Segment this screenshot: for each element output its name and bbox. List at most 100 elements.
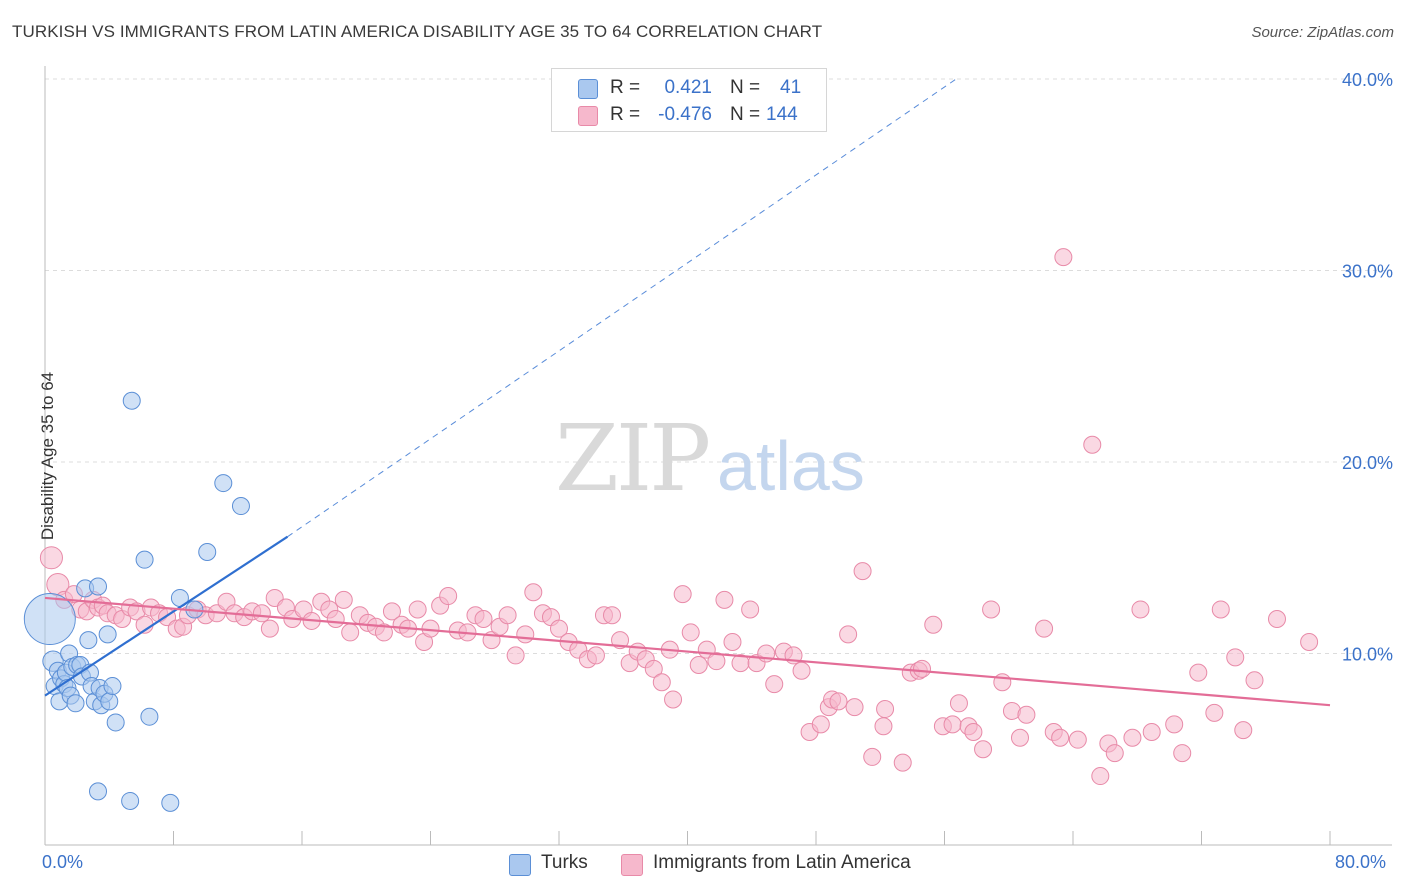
latin-point xyxy=(382,602,401,621)
turks-point xyxy=(89,577,108,596)
watermark: ZIP atlas xyxy=(555,405,865,512)
latin-point xyxy=(1105,744,1124,763)
legend-swatch-turks xyxy=(509,854,531,876)
axes xyxy=(44,66,1392,846)
turks-point xyxy=(89,782,108,801)
latin-point xyxy=(673,585,692,604)
latin-point xyxy=(439,587,458,606)
latin-point xyxy=(1234,721,1253,740)
watermark-zip: ZIP xyxy=(555,405,708,512)
turks-point xyxy=(135,550,154,569)
latin-point xyxy=(943,715,962,734)
latin-point xyxy=(913,659,932,678)
correlation-legend: R = 0.421 N = 41 R = -0.476 N = 144 xyxy=(551,68,827,132)
y-tick-labels: 40.0% 30.0% 20.0% 10.0% xyxy=(1342,70,1393,665)
latin-point xyxy=(474,610,493,629)
turks-trend-extension xyxy=(287,76,960,538)
legend-label-latin: Immigrants from Latin America xyxy=(653,852,911,873)
turks-point xyxy=(66,694,85,713)
turks-point xyxy=(122,391,141,410)
latin-point xyxy=(1205,703,1224,722)
turks-point xyxy=(161,793,180,812)
legend-row-turks: R = 0.421 N = 41 xyxy=(552,75,826,101)
turks-point xyxy=(140,707,159,726)
latin-point xyxy=(1226,648,1245,667)
latin-point xyxy=(1123,728,1142,747)
latin-point xyxy=(876,700,895,719)
latin-point xyxy=(1051,728,1070,747)
latin-point xyxy=(1300,633,1319,652)
legend-r-value: 0.421 xyxy=(664,77,712,98)
turks-trend-line xyxy=(44,535,289,697)
x-min-label: 0.0% xyxy=(42,852,84,872)
latin-point xyxy=(1173,744,1192,763)
legend-r-label: R = xyxy=(610,77,641,98)
legend-n-label: N = xyxy=(730,77,761,98)
latin-trend-line xyxy=(44,596,1331,707)
turks-point xyxy=(23,593,76,646)
legend-n-label: N = xyxy=(730,104,761,125)
latin-point xyxy=(1054,248,1073,267)
gridlines xyxy=(45,78,1392,654)
latin-point xyxy=(964,723,983,742)
turks-point xyxy=(98,625,117,644)
watermark-atlas: atlas xyxy=(717,427,865,505)
latin-point xyxy=(792,661,811,680)
latin-point xyxy=(664,690,683,709)
legend-swatch-latin xyxy=(621,854,643,876)
latin-point xyxy=(341,623,360,642)
legend-r-value: -0.476 xyxy=(658,104,712,125)
latin-point xyxy=(408,600,427,619)
source-label: Source: ZipAtlas.com xyxy=(1251,24,1394,41)
y-tick-label: 10.0% xyxy=(1342,645,1393,665)
turks-point xyxy=(106,713,125,732)
legend-swatch-latin xyxy=(578,106,598,126)
latin-point xyxy=(644,659,663,678)
latin-point xyxy=(982,600,1001,619)
latin-point xyxy=(506,646,525,665)
y-tick-label: 30.0% xyxy=(1342,262,1393,282)
latin-point xyxy=(611,631,630,650)
latin-point xyxy=(1017,705,1036,724)
chart-title: TURKISH VS IMMIGRANTS FROM LATIN AMERICA… xyxy=(12,22,823,41)
latin-point xyxy=(1131,600,1150,619)
latin-point xyxy=(260,619,279,638)
latin-point xyxy=(603,606,622,625)
y-tick-label: 40.0% xyxy=(1342,70,1393,90)
latin-point xyxy=(39,546,63,570)
legend-r-label: R = xyxy=(610,104,641,125)
turks-point xyxy=(121,791,140,810)
legend-row-latin: R = -0.476 N = 144 xyxy=(552,102,826,128)
legend-n-value: 41 xyxy=(780,77,802,98)
latin-series xyxy=(39,248,1319,786)
latin-point xyxy=(741,600,760,619)
latin-point xyxy=(652,673,671,692)
legend-swatch-turks xyxy=(578,79,598,99)
legend-label-turks: Turks xyxy=(541,852,588,873)
legend-n-value: 144 xyxy=(766,104,798,125)
latin-point xyxy=(1068,730,1087,749)
latin-point xyxy=(811,715,830,734)
latin-point xyxy=(516,625,535,644)
latin-point xyxy=(374,623,393,642)
latin-point xyxy=(550,619,568,638)
latin-point xyxy=(1245,671,1264,690)
latin-point xyxy=(326,610,345,629)
latin-point xyxy=(765,675,784,694)
latin-point xyxy=(1189,663,1208,682)
turks-point xyxy=(214,474,233,493)
latin-point xyxy=(707,652,726,671)
turks-point xyxy=(79,631,98,650)
latin-point xyxy=(1083,435,1102,454)
turks-point xyxy=(198,543,217,562)
latin-point xyxy=(681,623,700,642)
y-tick-label: 20.0% xyxy=(1342,453,1393,473)
latin-point xyxy=(723,633,742,652)
latin-point xyxy=(924,615,943,634)
latin-point xyxy=(498,606,517,625)
trend-lines xyxy=(44,76,1331,707)
latin-point xyxy=(715,590,734,609)
turks-point xyxy=(231,497,250,516)
latin-point xyxy=(1165,715,1184,734)
